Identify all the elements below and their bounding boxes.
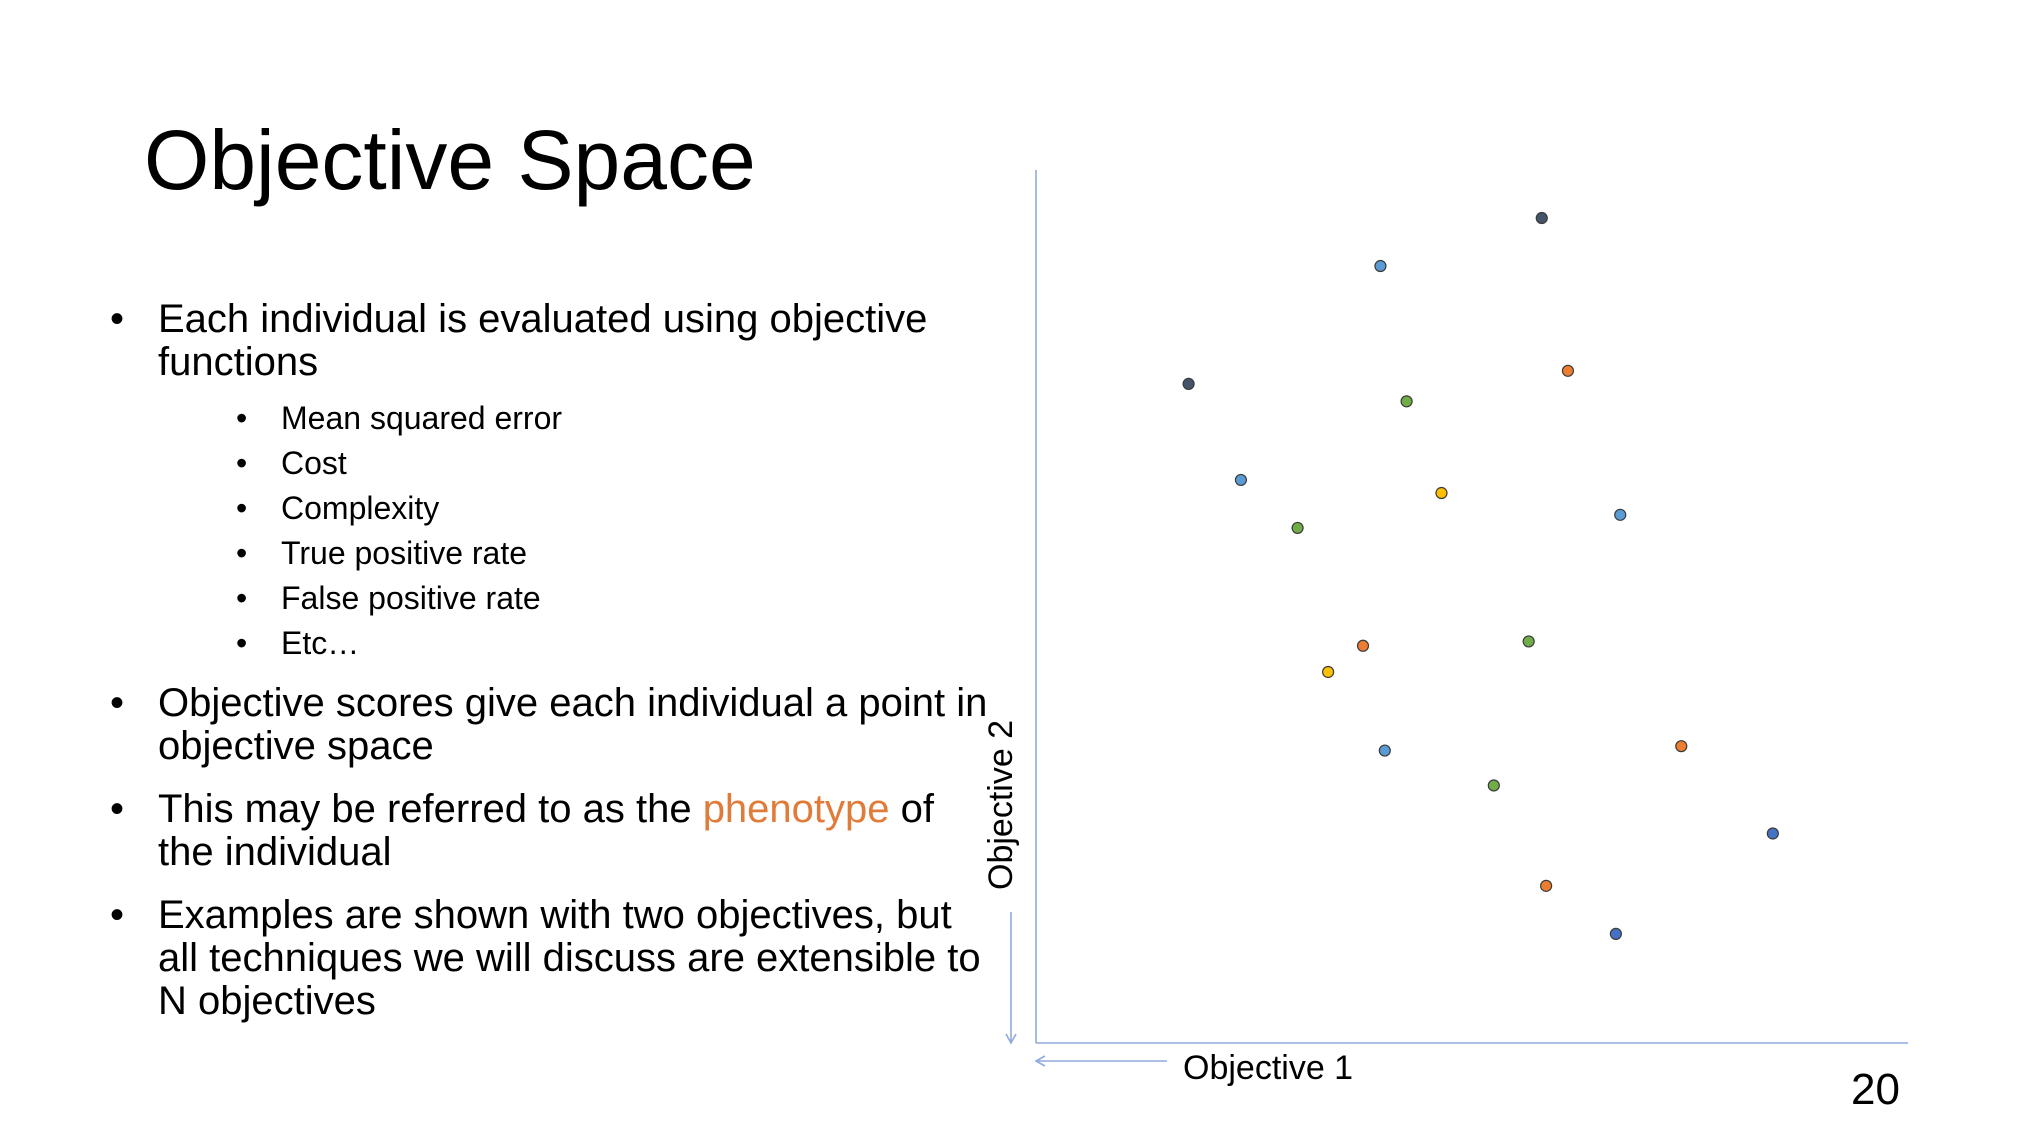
bullet-text: This may be referred to as the [158,787,703,831]
data-point [1561,364,1575,377]
page-number: 20 [1851,1065,1900,1114]
bullet-item: Examples are shown with two objectives, … [110,894,990,1023]
bullet-text: Each individual is evaluated using objec… [158,297,928,384]
data-point [1609,927,1622,940]
y-arrow-head [1005,1033,1017,1045]
sub-bullet-item: True positive rate [158,531,990,576]
data-point [1234,473,1248,487]
sub-bullet-item: False positive rate [158,576,990,621]
data-point [1400,395,1413,408]
bullet-text: Objective scores give each individual a … [158,681,988,768]
data-point [1374,259,1387,273]
x-arrow-head [1034,1055,1046,1067]
bullet-text: of the individual [158,787,935,874]
sub-bullet-item: Mean squared error [158,396,990,441]
bullet-item: This may be referred to as the phenotype… [110,788,990,874]
data-point [1322,665,1335,679]
bullet-list: Each individual is evaluated using objec… [110,298,990,1043]
sub-bullet-item: Etc… [158,621,990,666]
data-point [1291,521,1304,535]
highlight-term: phenotype [702,787,890,831]
bullet-text: Examples are shown with two objectives, … [158,893,981,1023]
data-points [1182,211,1779,940]
data-point [1378,744,1391,757]
data-point [1435,486,1448,500]
data-point [1522,635,1535,648]
bullet-item: Objective scores give each individual a … [110,682,990,768]
data-point [1356,639,1370,652]
data-point [1182,377,1195,390]
bullet-item: Each individual is evaluated using objec… [110,297,990,667]
data-point [1487,779,1500,792]
data-point [1540,879,1553,892]
data-point [1675,740,1688,753]
sub-bullet-item: Cost [158,441,990,486]
data-point [1614,508,1627,521]
y-axis-label: Objective 2 [982,720,1020,890]
sub-bullet-item: Complexity [158,486,990,531]
slide-title: Objective Space [144,113,756,207]
data-point [1535,211,1548,225]
sub-bullet-list: Mean squared error Cost Complexity True … [158,396,990,666]
data-point [1766,827,1779,840]
x-axis-label: Objective 1 [1183,1049,1353,1087]
